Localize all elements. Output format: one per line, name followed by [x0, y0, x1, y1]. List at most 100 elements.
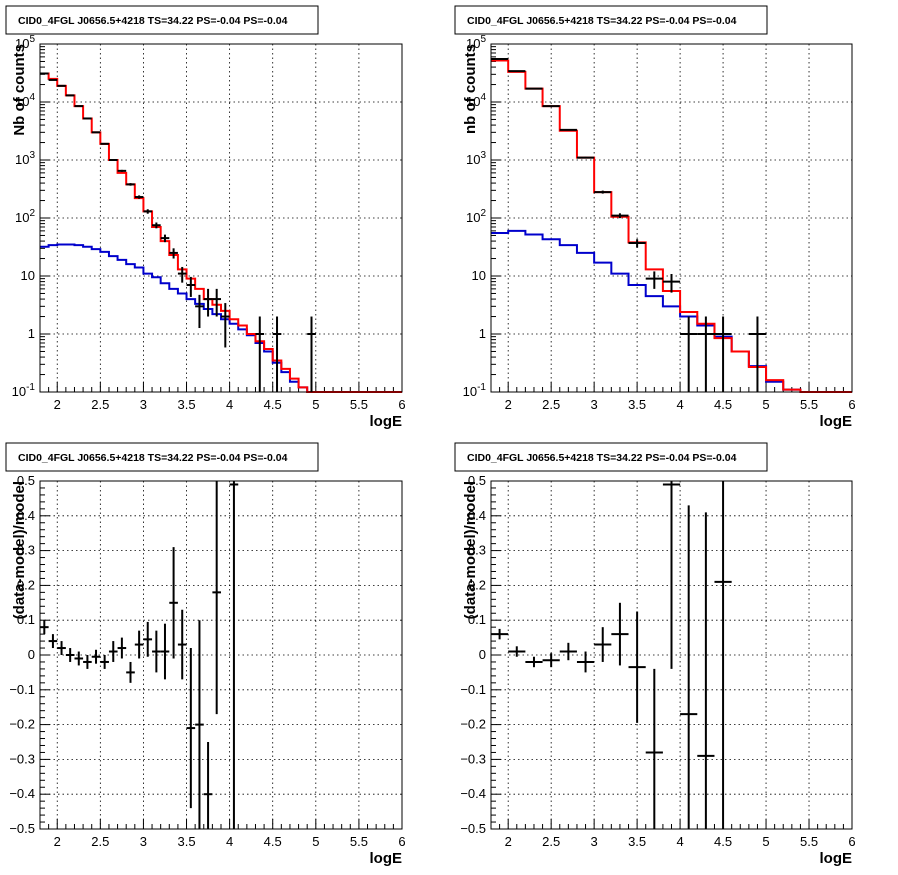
residual-point: [186, 648, 196, 809]
y-tick-label: −0.5: [9, 821, 35, 836]
x-tick-label: 3: [140, 397, 147, 412]
plot-frame: [39, 480, 403, 830]
y-axis-label: (data-model)/model: [462, 481, 479, 619]
residual-point: [680, 505, 698, 829]
x-tick-label: 3.5: [177, 397, 195, 412]
y-tick-label: 102: [466, 208, 486, 225]
title-frame: [454, 442, 768, 472]
x-tick-label: 5.5: [350, 397, 368, 412]
residual-point: [628, 611, 646, 723]
y-tick-label: −0.3: [9, 751, 35, 766]
x-tick-label: 2.5: [91, 834, 109, 849]
residual-point: [662, 481, 681, 669]
data-point: [212, 288, 221, 317]
residual-point: [108, 641, 118, 662]
plot-area: [491, 58, 852, 393]
y-tick-label: 0.4: [17, 508, 35, 523]
grid: [40, 43, 403, 393]
residual-point: [126, 661, 135, 683]
grid: [491, 43, 853, 393]
x-tick-label: 5: [762, 397, 769, 412]
model-total-step-line: [40, 72, 402, 393]
x-tick-label: 5: [312, 834, 319, 849]
x-tick-label: 5: [312, 397, 319, 412]
y-tick-label: 102: [15, 208, 35, 225]
x-tick-label: 3.5: [177, 834, 195, 849]
plot-frame: [39, 43, 403, 393]
x-tick-label: 6: [848, 834, 855, 849]
residual-point: [91, 649, 101, 664]
x-tick-label: 4: [676, 834, 683, 849]
residual-point: [195, 620, 204, 829]
data-point: [542, 105, 560, 108]
data-point: [152, 222, 161, 229]
chart-title: CID0_4FGL J0656.5+4218 TS=34.22 PS=-0.04…: [18, 15, 288, 27]
model-background-step-line: [491, 229, 852, 393]
chart-panel-counts-right: CID0_4FGL J0656.5+4218 TS=34.22 PS=-0.04…: [454, 5, 856, 430]
y-tick-label: 1: [28, 326, 35, 341]
data-point: [272, 316, 282, 392]
x-tick-label: 3: [591, 834, 598, 849]
y-tick-label: −0.2: [460, 717, 486, 732]
y-tick-label: 105: [466, 34, 486, 51]
residual-point: [74, 651, 84, 666]
residual-point: [525, 656, 543, 668]
chart-title: CID0_4FGL J0656.5+4218 TS=34.22 PS=-0.04…: [467, 452, 737, 464]
data-point: [576, 156, 595, 159]
data-point: [628, 239, 646, 248]
x-tick-label: 3.5: [628, 834, 646, 849]
x-tick-label: 2: [505, 397, 512, 412]
chart-title-box: CID0_4FGL J0656.5+4218 TS=34.22 PS=-0.04…: [5, 442, 319, 472]
data-point: [74, 105, 84, 108]
residual-point: [212, 481, 221, 715]
residual-point: [160, 623, 170, 680]
chart-title-box: CID0_4FGL J0656.5+4218 TS=34.22 PS=-0.04…: [454, 442, 768, 472]
model-total-step-line: [491, 59, 852, 393]
y-tick-label: 105: [15, 34, 35, 51]
y-tick-label: 10: [21, 268, 35, 283]
y-tick-label: 10-1: [463, 382, 487, 399]
data-point: [186, 276, 196, 297]
y-tick-label: 104: [466, 92, 486, 109]
y-tick-label: 104: [15, 92, 35, 109]
residual-point: [559, 642, 577, 661]
y-tick-label: 0.3: [468, 543, 486, 558]
residual-point: [491, 628, 509, 640]
data-point: [221, 303, 230, 348]
y-tick-label: −0.2: [9, 717, 35, 732]
axis-ticks: [490, 46, 853, 393]
y-tick-label: −0.3: [460, 751, 486, 766]
data-point: [203, 288, 213, 317]
plot-area: [40, 72, 402, 393]
data-point: [169, 248, 178, 259]
data-point: [83, 117, 92, 120]
chart-title: CID0_4FGL J0656.5+4218 TS=34.22 PS=-0.04…: [467, 15, 737, 27]
residual-point: [117, 637, 127, 659]
data-point: [126, 183, 135, 186]
x-tick-label: 4: [226, 834, 233, 849]
data-point: [160, 234, 170, 243]
title-frame: [454, 5, 768, 35]
grid: [40, 480, 403, 830]
residual-point: [508, 646, 526, 657]
axis-ticks: [39, 46, 403, 393]
x-tick-label: 5.5: [800, 397, 818, 412]
y-tick-label: 10-1: [12, 382, 36, 399]
data-point: [594, 190, 612, 194]
data-point: [134, 195, 144, 199]
axis-ticks: [39, 480, 403, 830]
y-tick-label: 0.5: [468, 473, 486, 488]
y-tick-label: 0.1: [17, 612, 35, 627]
x-axis-label: logE: [820, 413, 853, 430]
data-point: [255, 316, 265, 392]
residual-point: [48, 634, 58, 649]
y-tick-label: −0.5: [460, 821, 486, 836]
residual-point: [203, 742, 213, 829]
x-tick-label: 3: [591, 397, 598, 412]
y-tick-label: 103: [15, 150, 35, 167]
x-tick-label: 2: [505, 834, 512, 849]
residual-point: [611, 602, 629, 666]
x-tick-label: 6: [398, 834, 405, 849]
data-point: [662, 273, 681, 293]
